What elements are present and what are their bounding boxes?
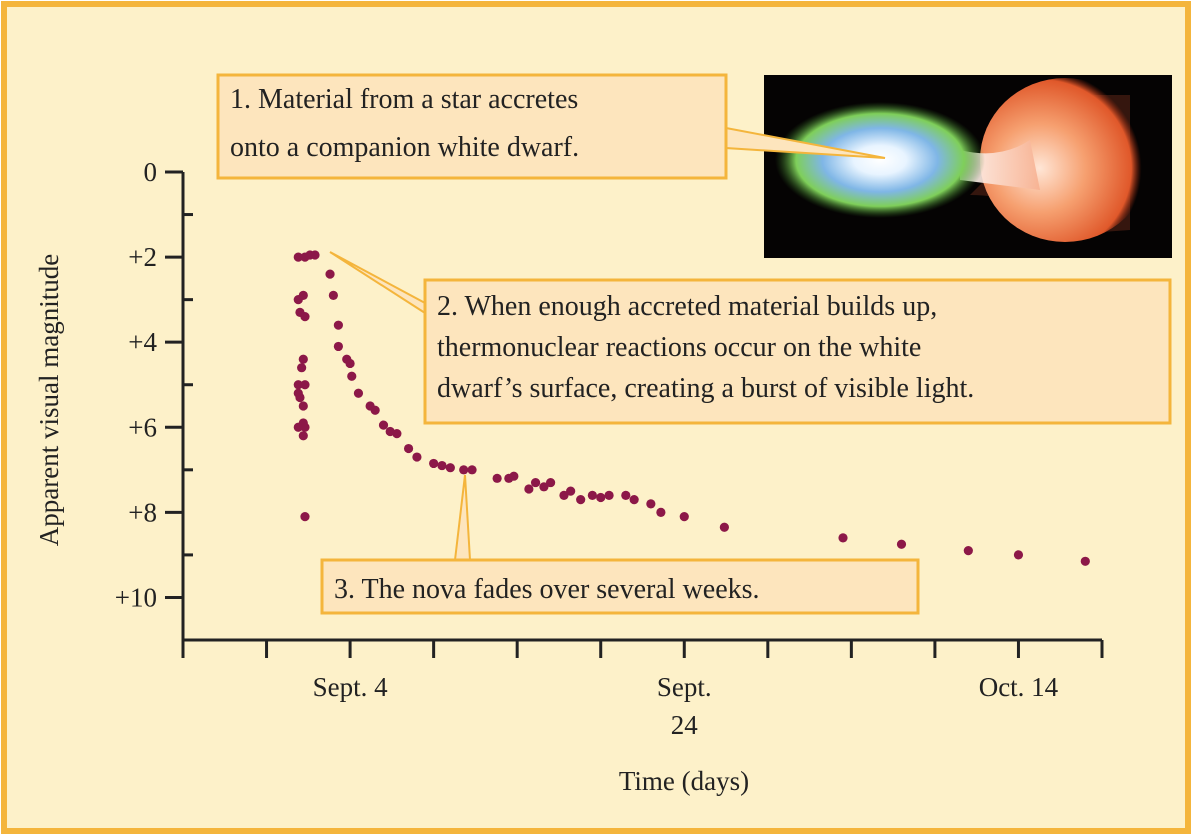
data-point bbox=[596, 492, 606, 503]
data-point bbox=[392, 429, 402, 439]
data-point bbox=[310, 250, 320, 260]
data-point bbox=[333, 320, 343, 330]
data-point bbox=[576, 495, 586, 505]
data-point bbox=[1013, 550, 1024, 560]
data-point bbox=[546, 477, 556, 488]
binary-star-image bbox=[764, 75, 1172, 258]
data-point bbox=[1080, 556, 1090, 566]
data-point bbox=[297, 363, 307, 373]
callout-text: dwarf’s surface, creating a burst of vis… bbox=[437, 373, 974, 404]
data-point bbox=[328, 290, 338, 300]
data-point bbox=[524, 484, 534, 494]
data-point bbox=[467, 465, 477, 475]
data-point bbox=[530, 477, 541, 488]
y-tick-label: +6 bbox=[128, 412, 157, 442]
data-point bbox=[300, 512, 310, 522]
data-point bbox=[896, 539, 907, 549]
y-tick-label: +2 bbox=[128, 242, 157, 272]
data-point bbox=[429, 458, 439, 469]
data-point bbox=[838, 533, 848, 543]
callout-text: 1. Material from a star accretes bbox=[230, 84, 578, 115]
data-point bbox=[559, 490, 569, 500]
data-point bbox=[412, 452, 422, 462]
x-tick-label-box: Oct. 14 bbox=[978, 672, 1059, 702]
x-axis-label: Time (days) bbox=[619, 766, 749, 796]
data-point bbox=[300, 380, 310, 390]
data-point bbox=[293, 252, 303, 262]
data-point bbox=[325, 269, 335, 279]
data-point bbox=[963, 546, 973, 556]
data-point bbox=[378, 420, 389, 430]
data-point bbox=[293, 388, 303, 398]
data-point bbox=[719, 522, 729, 532]
data-point bbox=[604, 490, 614, 500]
data-point bbox=[300, 312, 310, 322]
x-tick-label-box: Sept. 24 bbox=[656, 672, 712, 740]
callout-text: onto a companion white dwarf. bbox=[230, 132, 579, 163]
y-tick-label: +4 bbox=[128, 327, 157, 357]
data-point bbox=[298, 431, 308, 441]
data-point bbox=[345, 358, 355, 369]
data-point bbox=[298, 354, 308, 364]
data-point bbox=[629, 495, 639, 505]
data-point bbox=[298, 401, 308, 411]
y-tick-label: +8 bbox=[128, 497, 157, 527]
data-point bbox=[509, 471, 519, 481]
data-point bbox=[293, 422, 303, 432]
data-point bbox=[679, 512, 689, 522]
data-point bbox=[293, 380, 303, 390]
data-point bbox=[300, 422, 310, 432]
callout-box bbox=[216, 73, 728, 180]
data-point bbox=[539, 482, 549, 492]
data-point bbox=[445, 463, 455, 473]
x-tick-label: Sept. 24 bbox=[656, 672, 712, 740]
callout-box bbox=[423, 278, 1172, 425]
data-point bbox=[566, 486, 576, 496]
data-point bbox=[587, 490, 597, 500]
data-point bbox=[459, 465, 469, 475]
callout-text: 3. The nova fades over several weeks. bbox=[334, 574, 760, 605]
y-tick-label: 0 bbox=[144, 157, 158, 187]
y-axis-label: Apparent visual magnitude bbox=[34, 254, 64, 546]
x-tick-label: Oct. 14 bbox=[978, 672, 1059, 702]
data-point bbox=[347, 371, 357, 381]
data-point bbox=[656, 507, 666, 517]
data-point bbox=[437, 460, 447, 471]
data-point bbox=[646, 499, 656, 509]
data-point bbox=[621, 490, 631, 500]
data-point bbox=[403, 443, 414, 454]
data-point bbox=[492, 473, 502, 483]
x-tick-label-box: Sept. 4 bbox=[312, 672, 388, 702]
data-point bbox=[353, 388, 364, 398]
callout-text: 2. When enough accreted material builds … bbox=[437, 291, 937, 322]
data-point bbox=[298, 290, 308, 300]
data-point bbox=[370, 405, 380, 415]
y-tick-label: +10 bbox=[115, 582, 157, 612]
callout-box bbox=[320, 558, 920, 615]
data-point bbox=[333, 341, 343, 352]
callout-text: thermonuclear reactions occur on the whi… bbox=[437, 332, 921, 363]
x-tick-label: Sept. 4 bbox=[312, 672, 388, 702]
